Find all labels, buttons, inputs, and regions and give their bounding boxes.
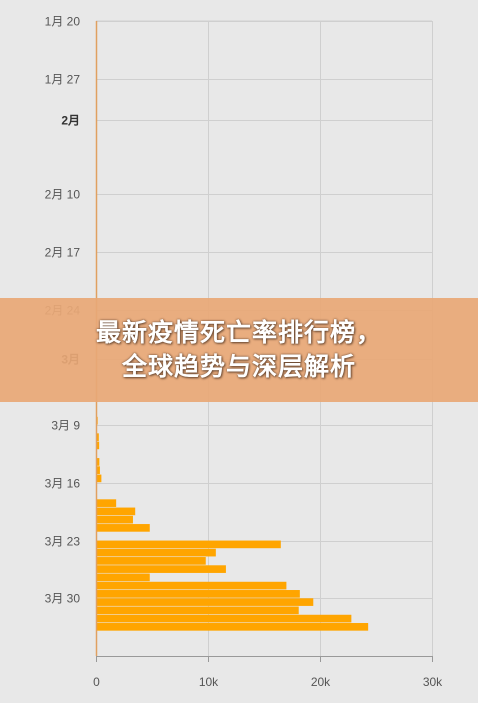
bar <box>96 499 117 507</box>
bars <box>96 416 369 631</box>
bar <box>96 466 100 474</box>
y-tick-label: 3月 30 <box>45 592 81 606</box>
headline-line-1: 最新疫情死亡率排行榜， <box>95 318 382 347</box>
y-tick-label: 1月 20 <box>45 15 81 29</box>
bar <box>96 441 100 450</box>
x-tick-label: 30k <box>423 675 443 689</box>
x-tick-label: 0 <box>93 675 100 689</box>
bar <box>96 540 281 549</box>
x-tick-label: 10k <box>199 675 219 689</box>
y-tick-label: 3月 16 <box>45 477 81 491</box>
headline-line-2: 全球趋势与深层解析 <box>121 352 356 381</box>
bar <box>96 623 369 631</box>
y-tick-label: 3月 23 <box>45 535 81 549</box>
bar <box>96 573 150 582</box>
bar <box>96 590 300 598</box>
y-tick-label: 1月 27 <box>45 73 81 87</box>
bar <box>96 507 136 516</box>
y-tick-label: 3月 9 <box>51 419 80 433</box>
headline-banner: 最新疫情死亡率排行榜， 全球趋势与深层解析 <box>0 298 478 402</box>
bar <box>96 524 150 532</box>
bar <box>96 474 102 483</box>
bar <box>96 458 100 466</box>
bar <box>96 598 314 606</box>
bar <box>96 581 287 590</box>
bar <box>96 565 226 573</box>
y-tick-label: 2月 10 <box>45 188 81 202</box>
bar <box>96 557 206 565</box>
bar <box>96 606 299 615</box>
bar <box>96 614 352 623</box>
bar <box>96 548 216 557</box>
y-tick-label: 2月 17 <box>45 246 81 260</box>
x-tick-label: 20k <box>311 675 331 689</box>
bar <box>96 515 133 524</box>
y-tick-label: 2月 <box>61 114 80 128</box>
bar <box>96 433 99 441</box>
